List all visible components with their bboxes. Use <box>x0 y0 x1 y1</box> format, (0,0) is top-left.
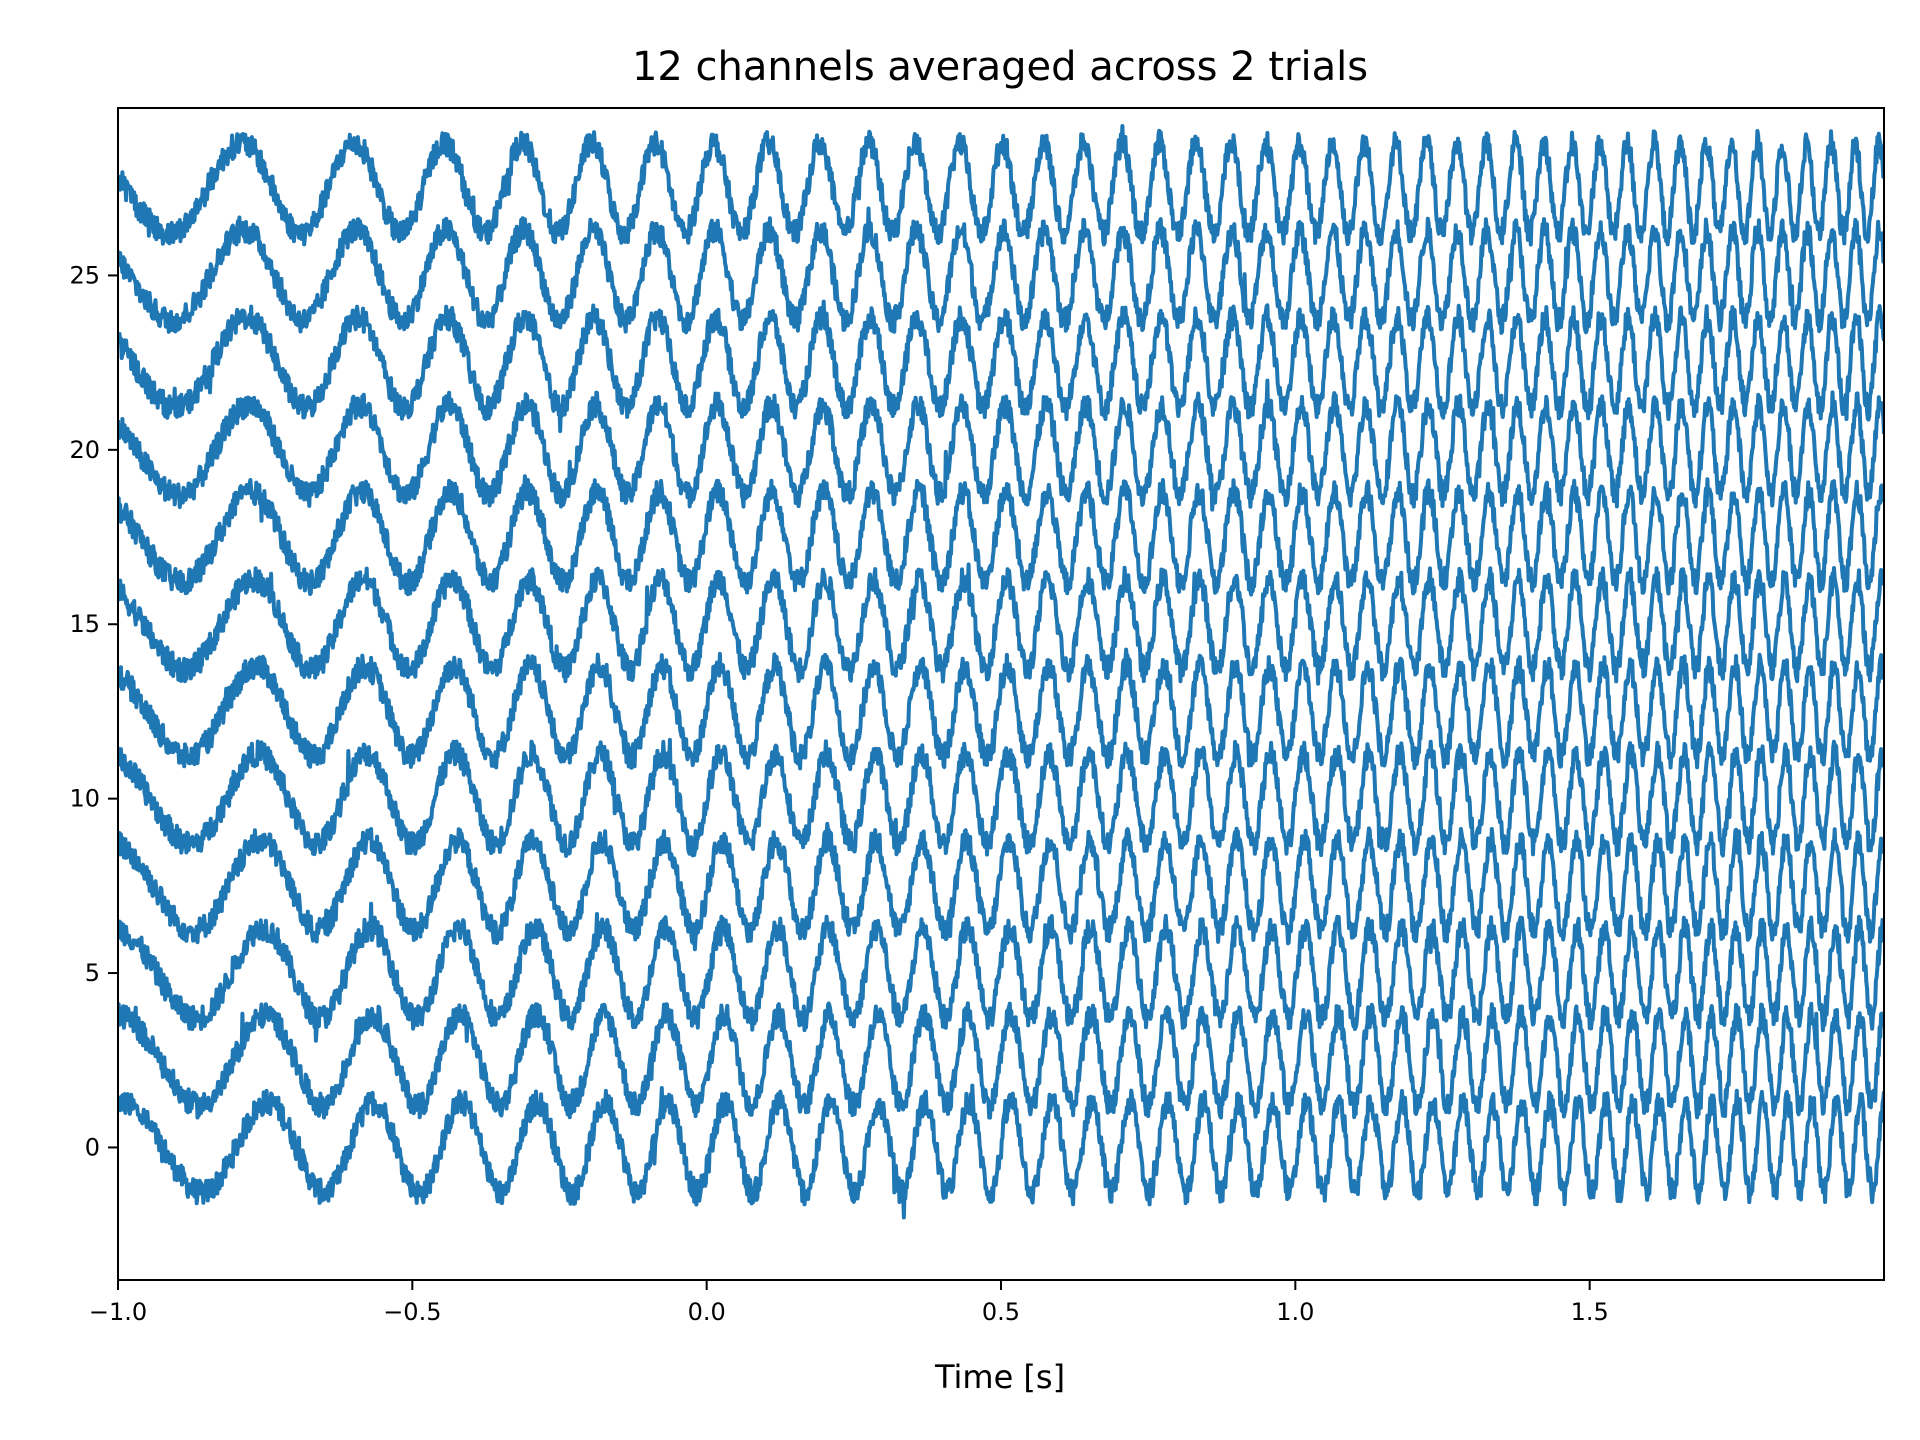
y-axis: 0 5 10 15 20 25 <box>69 261 118 1161</box>
y-tick-label: 5 <box>85 959 100 987</box>
x-tick-label: 1.5 <box>1571 1298 1609 1326</box>
x-tick-label: 0.0 <box>688 1298 726 1326</box>
y-tick-label: 0 <box>85 1133 100 1161</box>
y-tick-label: 25 <box>69 261 100 289</box>
series-line-11 <box>118 206 1884 335</box>
series-line-3 <box>118 901 1884 1043</box>
series-line-2 <box>118 1001 1884 1120</box>
x-axis-label: Time [s] <box>934 1358 1065 1396</box>
x-tick-label: −0.5 <box>383 1298 441 1326</box>
y-tick-label: 10 <box>69 785 100 813</box>
y-tick-label: 20 <box>69 436 100 464</box>
x-tick-label: −1.0 <box>89 1298 147 1326</box>
x-axis: −1.0 −0.5 0.0 0.5 1.0 1.5 <box>89 1280 1609 1326</box>
x-tick-label: 1.0 <box>1276 1298 1314 1326</box>
series-group <box>118 124 1884 1220</box>
x-tick-label: 0.5 <box>982 1298 1020 1326</box>
series-line-4 <box>118 821 1884 952</box>
series-line-1 <box>118 1083 1884 1220</box>
series-line-5 <box>118 737 1884 858</box>
chart-title: 12 channels averaged across 2 trials <box>632 44 1368 90</box>
series-line-10 <box>118 299 1884 434</box>
series-line-6 <box>118 647 1884 771</box>
series-line-9 <box>118 378 1884 512</box>
series-line-8 <box>118 474 1884 597</box>
y-tick-label: 15 <box>69 610 100 638</box>
series-line-12 <box>118 124 1884 247</box>
series-line-7 <box>118 562 1884 686</box>
